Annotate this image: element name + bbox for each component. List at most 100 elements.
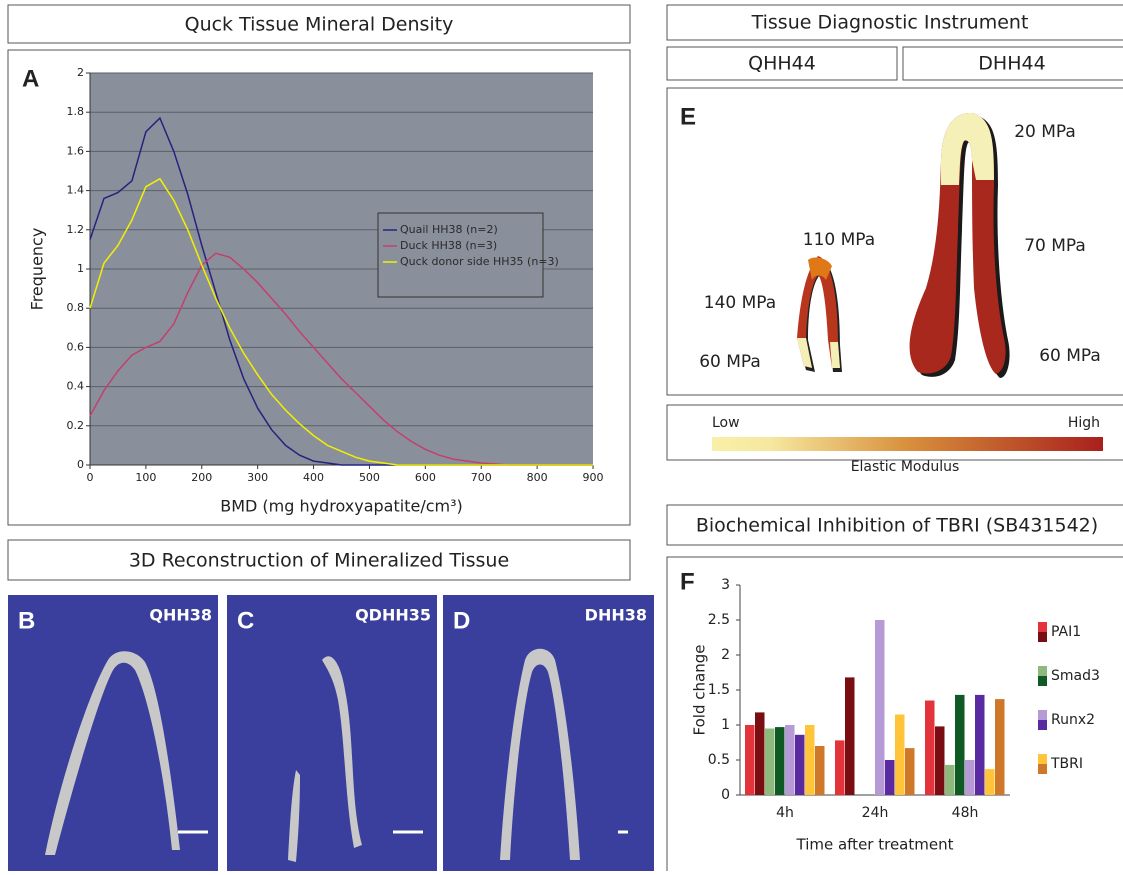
panel-letter: C [237,607,254,634]
modulus-label: 20 MPa [1014,122,1076,142]
arch-top [808,257,832,280]
bar [935,726,945,795]
bar [895,714,905,795]
panel-letter: F [680,568,695,595]
specimen [45,651,180,855]
bar [955,694,965,795]
legend-swatch [1038,764,1047,774]
x-tick-label: 800 [527,471,548,484]
legend-label: Quail HH38 (n=2) [400,223,498,236]
bar [755,712,765,795]
legend-label: Runx2 [1051,712,1095,728]
image-bg [8,595,218,871]
modulus-label: 140 MPa [704,293,776,313]
reconstruction: D DHH38 [443,595,654,871]
x-axis-label: Time after treatment [796,836,954,854]
scale-box [666,404,1123,461]
modulus-label: 60 MPa [1039,346,1101,366]
y-tick-label: 1.6 [67,144,85,157]
bar [995,699,1005,795]
image-label: QDHH35 [355,606,431,625]
x-axis-label: BMD (mg hydroxyapatite/cm³) [220,497,463,516]
y-tick-label: 1.4 [67,184,85,197]
x-tick-label: 100 [135,471,156,484]
y-tick-label: 1.5 [708,682,730,698]
bar [745,725,755,795]
panel-letter: A [22,65,39,92]
header-box [902,46,1123,81]
scale-title: Elastic Modulus [851,459,960,475]
y-tick-label: 3 [721,577,730,593]
legend-swatch [1038,710,1047,720]
scale-low: Low [712,415,740,431]
legend-swatch [1038,632,1047,642]
x-tick-label: 400 [303,471,324,484]
reconstruction: C QDHH35 [227,595,437,871]
header: 3D Reconstruction of Mineralized Tissue [129,550,509,572]
legend-label: PAI1 [1051,624,1081,640]
y-tick-label: 1 [721,717,730,733]
y-tick-label: 0.8 [67,301,85,314]
image-label: QHH38 [149,606,212,625]
header-box [666,4,1123,41]
header-box [666,46,898,81]
header: DHH44 [978,53,1045,75]
legend-box [377,212,544,298]
x-tick-label: 200 [191,471,212,484]
x-tick-label: 700 [471,471,492,484]
y-tick-label: 1.2 [67,223,85,236]
bar [805,725,815,795]
legend-swatch [1038,676,1047,686]
legend-swatch [1038,720,1047,730]
header: Tissue Diagnostic Instrument [751,12,1029,34]
panel-letter: B [18,607,35,634]
bar [785,725,795,795]
bar [925,700,935,795]
bar [765,728,775,795]
image-label: DHH38 [585,606,647,625]
bar [795,734,805,795]
specimen [500,648,580,860]
specimen [288,656,362,862]
color-scale [712,437,1103,451]
scale-high: High [1068,415,1100,431]
legend-label: Quck donor side HH35 (n=3) [400,255,559,268]
x-tick-label: 4h [776,805,794,821]
line-series [89,177,593,466]
header: Quck Tissue Mineral Density [185,14,454,36]
reconstruction: B QHH38 [8,595,218,871]
arch-top [941,112,994,185]
panel-letter: D [453,607,470,634]
y-tick-label: 1 [77,262,84,275]
legend-label: Smad3 [1051,668,1100,684]
bar [905,748,915,795]
y-tick-label: 0.5 [708,752,730,768]
x-tick-label: 300 [247,471,268,484]
legend-swatch [1038,666,1047,676]
modulus-label: 70 MPa [1024,236,1086,256]
y-tick-label: 2 [77,66,84,79]
modulus-label: 60 MPa [699,352,761,372]
y-axis-label: Fold change [691,645,709,736]
y-tick-label: 1.8 [67,105,85,118]
y-tick-label: 0.4 [67,380,85,393]
x-tick-label: 48h [952,805,979,821]
bar [835,740,845,795]
x-tick-label: 24h [862,805,889,821]
y-tick-label: 0 [721,787,730,803]
modulus-label: 110 MPa [803,230,875,250]
image-bg [227,595,437,871]
bar [985,769,995,795]
bar [975,694,985,795]
panel-box [666,87,1123,396]
header-box [7,539,631,581]
legend-label: TBRI [1050,756,1083,772]
y-axis-label: Frequency [28,228,47,311]
arch [797,256,840,368]
bar [965,760,975,795]
bar [875,620,885,795]
legend-swatch [1038,622,1047,632]
header: QHH44 [748,53,816,75]
x-tick-label: 900 [583,471,604,484]
